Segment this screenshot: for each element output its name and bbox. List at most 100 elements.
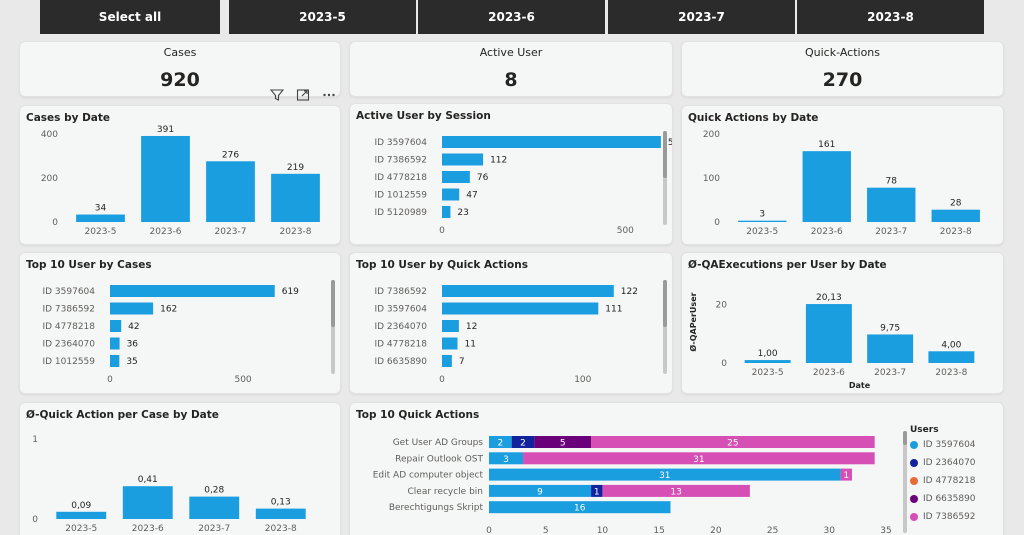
legend-item[interactable]: ID 4778218 bbox=[910, 476, 976, 486]
chart-top10-user-qa-svg: ID 7386592 122 ID 3597604 111 ID 2364070 12 ID… bbox=[374, 280, 667, 385]
chart-title: Top 10 Quick Actions bbox=[356, 409, 480, 421]
bar bbox=[110, 337, 120, 350]
chart-active-user-svg: ID 3597604 597 ID 7386592 112 ID 4778218 76 ID… bbox=[374, 131, 672, 236]
data-label: 31 bbox=[659, 471, 670, 481]
chart-qa-executions-per-user[interactable]: Ø-QAExecutions per User by Date 0 20 1,00 2… bbox=[681, 252, 1004, 394]
chart-quick-action-per-case[interactable]: Ø-Quick Action per Case by Date 0 1 0,09 20… bbox=[19, 402, 341, 535]
bar-segment bbox=[511, 436, 535, 448]
category-label: ID 5120989 bbox=[374, 208, 427, 218]
chart-top10-user-by-quick-actions[interactable]: Top 10 User by Quick Actions ID 7386592 1… bbox=[349, 252, 673, 394]
bar bbox=[56, 511, 107, 519]
bar bbox=[442, 355, 452, 367]
data-label: 0,28 bbox=[204, 486, 224, 496]
x-tick-label: 100 bbox=[574, 375, 591, 385]
data-label: 7 bbox=[459, 357, 465, 367]
slicer-2023-6[interactable]: 2023-6 bbox=[418, 0, 605, 34]
legend-item[interactable]: ID 2364070 bbox=[910, 458, 976, 468]
more-options-icon[interactable] bbox=[318, 85, 340, 105]
chart-top10-user-cases-svg: ID 3597604 619 ID 7386592 162 ID 4778218 42 ID… bbox=[42, 280, 335, 385]
legend-item[interactable]: ID 6635890 bbox=[910, 494, 976, 504]
bar-segment bbox=[489, 501, 671, 514]
bar-segment bbox=[489, 452, 524, 465]
bar bbox=[271, 173, 320, 222]
slicer-2023-8[interactable]: 2023-8 bbox=[797, 0, 984, 34]
x-tick-label: 2023-5 bbox=[746, 227, 778, 237]
y-tick-label: 100 bbox=[703, 174, 720, 184]
slicer-select-all[interactable]: Select all bbox=[40, 0, 220, 34]
data-label: 162 bbox=[160, 305, 177, 315]
chart-active-user-by-session[interactable]: Active User by Session ID 3597604 597 ID 7… bbox=[349, 103, 673, 245]
category-label: Clear recycle bin bbox=[408, 487, 483, 497]
data-label: 23 bbox=[457, 208, 468, 218]
category-label: ID 2364070 bbox=[42, 340, 95, 350]
chart-title: Quick Actions by Date bbox=[688, 112, 819, 124]
chart-title: Active User by Session bbox=[356, 110, 491, 122]
focus-mode-icon[interactable] bbox=[292, 85, 314, 105]
bar bbox=[206, 161, 255, 222]
y-tick-label: 400 bbox=[41, 130, 58, 140]
data-label: 28 bbox=[950, 199, 962, 209]
bar bbox=[744, 360, 791, 363]
kpi-value: 8 bbox=[504, 69, 518, 91]
legend-item[interactable]: ID 7386592 bbox=[910, 512, 976, 522]
bar bbox=[442, 153, 484, 166]
data-label: 0,41 bbox=[138, 475, 158, 485]
data-label: 0,09 bbox=[71, 501, 91, 511]
data-label: 34 bbox=[95, 204, 107, 214]
data-label: 47 bbox=[466, 191, 477, 201]
category-label: ID 1012559 bbox=[374, 191, 427, 201]
category-label: ID 7386592 bbox=[374, 287, 427, 297]
x-tick-label: 25 bbox=[767, 526, 778, 535]
x-tick-label: 2023-5 bbox=[752, 368, 784, 378]
bar bbox=[802, 151, 851, 222]
x-tick-label: 2023-6 bbox=[811, 227, 843, 237]
data-label: 2 bbox=[520, 439, 526, 449]
bar bbox=[442, 302, 599, 315]
x-tick-label: 5 bbox=[543, 526, 549, 535]
kpi-card-quick-actions[interactable]: Quick-Actions 270 bbox=[681, 41, 1004, 97]
kpi-card-cases[interactable]: Cases 920 bbox=[19, 41, 341, 97]
x-tick-label: 2023-8 bbox=[280, 227, 312, 237]
category-label: ID 3597604 bbox=[42, 287, 95, 297]
filter-icon[interactable] bbox=[266, 85, 288, 105]
chart-quick-actions-by-date[interactable]: Quick Actions by Date 0 100 200 3 2023-5 161 2… bbox=[681, 105, 1004, 245]
x-tick-label: 0 bbox=[439, 226, 445, 236]
data-label: 391 bbox=[157, 125, 174, 135]
kpi-label: Active User bbox=[479, 46, 543, 59]
data-label: 12 bbox=[466, 322, 477, 332]
category-label: ID 3597604 bbox=[374, 305, 427, 315]
slicer-2023-5[interactable]: 2023-5 bbox=[229, 0, 416, 34]
data-label: 3 bbox=[759, 210, 765, 220]
chart-top10-user-by-cases[interactable]: Top 10 User by Cases ID 3597604 619 ID 738… bbox=[19, 252, 341, 394]
data-label: 11 bbox=[464, 340, 475, 350]
y-tick-label: 20 bbox=[716, 300, 728, 310]
chart-cases-by-date[interactable]: Cases by Date 0 200 400 34 2023-5 391 2023-6 27… bbox=[19, 105, 341, 245]
kpi-card-active-user[interactable]: Active User 8 bbox=[349, 41, 673, 97]
scrollbar-track bbox=[903, 431, 907, 533]
x-tick-label: 0 bbox=[439, 375, 445, 385]
y-tick-label: 0 bbox=[52, 218, 58, 228]
x-tick-label: 2023-6 bbox=[132, 524, 164, 534]
chart-top10-quick-actions[interactable]: Top 10 Quick Actions Get User AD Groups 2… bbox=[349, 402, 1004, 535]
category-label: ID 3597604 bbox=[374, 138, 427, 148]
data-label: 9,75 bbox=[880, 323, 900, 333]
chart-title: Ø-Quick Action per Case by Date bbox=[26, 409, 219, 421]
y-tick-label: 0 bbox=[32, 515, 38, 525]
bar bbox=[442, 320, 459, 332]
bar-segment bbox=[840, 468, 852, 481]
bar-segment bbox=[534, 436, 592, 448]
chart-title: Top 10 User by Cases bbox=[26, 259, 152, 271]
category-label: Edit AD computer object bbox=[373, 471, 484, 481]
legend-label: ID 7386592 bbox=[923, 512, 976, 522]
legend-marker bbox=[910, 441, 918, 449]
slicer-2023-7[interactable]: 2023-7 bbox=[608, 0, 795, 34]
x-tick-label: 2023-8 bbox=[265, 524, 297, 534]
legend-item[interactable]: ID 3597604 bbox=[910, 440, 976, 450]
bar-segment bbox=[489, 436, 512, 448]
bar bbox=[255, 508, 306, 519]
data-label: 122 bbox=[621, 287, 638, 297]
data-label: 9 bbox=[537, 487, 543, 497]
y-tick-label: 200 bbox=[41, 174, 58, 184]
data-label: 16 bbox=[574, 504, 586, 514]
